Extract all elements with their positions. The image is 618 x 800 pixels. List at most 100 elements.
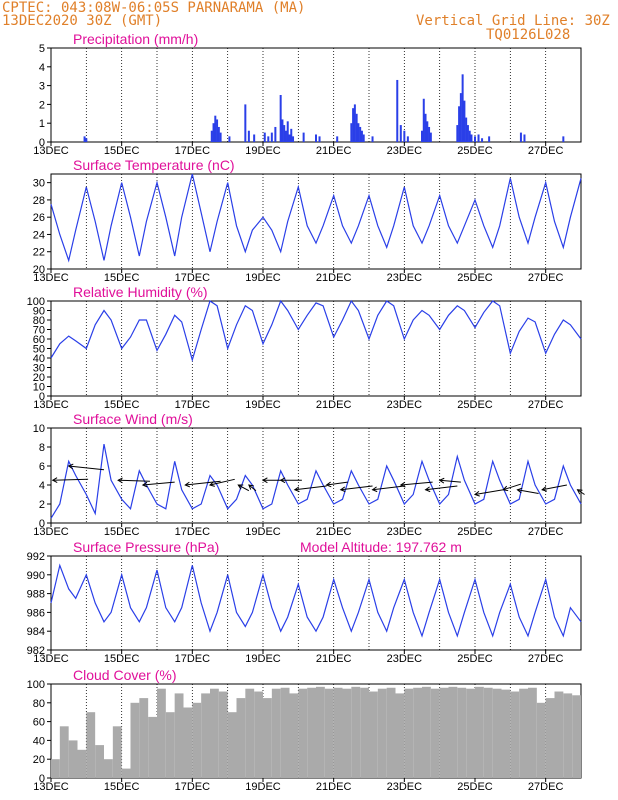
y-tick-label: 984 bbox=[27, 626, 45, 638]
precip-bar bbox=[421, 130, 423, 142]
wind-arrow bbox=[142, 481, 175, 486]
y-tick-label: 2 bbox=[39, 499, 45, 511]
panel-cloud-cover: 0 20 40 60 80 100 13DEC 15DEC 17DEC 19DEC 21DEC 23D… bbox=[27, 667, 582, 793]
wind-arrow-head bbox=[51, 477, 58, 483]
y-tick-label: 40 bbox=[33, 735, 45, 747]
precip-bar bbox=[318, 136, 321, 142]
cloud-bar bbox=[236, 698, 246, 778]
x-tick-label: 19DEC bbox=[245, 145, 281, 157]
precip-bar bbox=[465, 117, 468, 142]
y-tick-label: 0 bbox=[39, 391, 45, 403]
cloud-bar bbox=[104, 759, 113, 778]
y-tick-label: 990 bbox=[27, 570, 45, 582]
series-line bbox=[50, 173, 582, 263]
x-tick-label: 15DEC bbox=[104, 272, 140, 284]
y-tick-label: 4 bbox=[39, 480, 45, 492]
y-tick-label: 90 bbox=[33, 306, 45, 318]
precip-bar bbox=[406, 136, 409, 142]
y-tick-label: 8 bbox=[39, 442, 45, 454]
precip-bar bbox=[362, 134, 365, 142]
y-tick-label: 40 bbox=[33, 353, 45, 365]
precip-bar bbox=[519, 132, 522, 142]
precip-bar bbox=[216, 119, 219, 142]
panel-annotation: Model Altitude: 197.762 m bbox=[300, 539, 462, 555]
x-tick-label: 17DEC bbox=[175, 653, 211, 665]
header-code: TQ0126L028 bbox=[486, 27, 571, 43]
cloud-bar bbox=[563, 693, 573, 778]
x-tick-label: 17DEC bbox=[175, 399, 211, 411]
x-tick-label: 21DEC bbox=[316, 272, 352, 284]
cloud-bar bbox=[395, 693, 405, 778]
cloud-bar bbox=[263, 698, 272, 778]
x-tick-label: 13DEC bbox=[33, 399, 69, 411]
precip-bar bbox=[474, 136, 476, 142]
cloud-bar bbox=[165, 712, 175, 778]
y-tick-label: 992 bbox=[27, 551, 45, 563]
precip-bar bbox=[270, 132, 273, 142]
x-tick-label: 19DEC bbox=[245, 526, 281, 538]
precip-bar bbox=[302, 132, 305, 142]
y-tick-label: 0 bbox=[39, 518, 45, 530]
precip-bar bbox=[336, 136, 339, 142]
panel-title: Precipitation (mm/h) bbox=[73, 31, 198, 47]
cloud-bar bbox=[572, 695, 581, 778]
cloud-bar bbox=[227, 712, 237, 778]
precip-bar bbox=[253, 134, 256, 142]
x-tick-label: 25DEC bbox=[457, 781, 493, 793]
x-tick-label: 19DEC bbox=[245, 272, 281, 284]
precip-bar bbox=[422, 98, 425, 142]
cloud-bar bbox=[245, 688, 255, 778]
x-tick-label: 13DEC bbox=[33, 653, 69, 665]
precip-bar bbox=[461, 74, 464, 142]
y-tick-label: 0 bbox=[39, 137, 45, 149]
x-tick-label: 23DEC bbox=[387, 653, 423, 665]
y-tick-label: 6 bbox=[39, 461, 45, 473]
y-tick-label: 20 bbox=[33, 264, 45, 276]
x-tick-label: 13DEC bbox=[33, 272, 69, 284]
x-tick-label: 27DEC bbox=[528, 653, 564, 665]
y-tick-label: 4 bbox=[39, 62, 45, 74]
cloud-bar bbox=[342, 688, 352, 778]
cloud-bar bbox=[254, 691, 263, 778]
wind-arrow bbox=[326, 481, 348, 486]
cloud-bar bbox=[483, 687, 493, 778]
wind-arrow-head bbox=[117, 477, 123, 484]
cloud-bar bbox=[77, 749, 87, 778]
wind-arrow bbox=[209, 478, 235, 486]
cloud-bar bbox=[351, 686, 361, 778]
precip-bar bbox=[470, 134, 473, 142]
cloud-bar bbox=[501, 689, 511, 778]
precip-bar bbox=[288, 134, 291, 142]
y-tick-label: 100 bbox=[27, 679, 45, 691]
y-tick-label: 986 bbox=[27, 607, 45, 619]
panel-title: Surface Temperature (nC) bbox=[73, 157, 235, 173]
cloud-bar bbox=[289, 693, 299, 778]
wind-arrow-head bbox=[541, 486, 548, 492]
x-tick-label: 15DEC bbox=[104, 145, 140, 157]
wind-arrow-head bbox=[279, 477, 286, 484]
x-tick-label: 27DEC bbox=[528, 272, 564, 284]
cloud-bar bbox=[360, 687, 369, 778]
x-tick-label: 13DEC bbox=[33, 781, 69, 793]
cloud-bar bbox=[422, 686, 431, 778]
precip-bar bbox=[353, 104, 356, 142]
precip-bar bbox=[456, 125, 459, 142]
wind-arrow bbox=[294, 485, 327, 491]
precip-bar bbox=[267, 136, 270, 142]
wind-arrow bbox=[248, 484, 257, 492]
panel-surface-wind-m-s: 0 2 4 6 8 10 13DEC 15DEC 17DEC 19DEC 21DEC 23DEC 25D… bbox=[33, 411, 585, 538]
panel-surface-temperature-nc: 20 22 24 26 28 30 13DEC 15DEC 17DEC 19DEC 21DEC 23D… bbox=[33, 157, 582, 284]
precip-bar bbox=[359, 126, 362, 142]
cloud-bar bbox=[183, 707, 193, 778]
precip-bar bbox=[428, 126, 431, 142]
cloud-bar bbox=[130, 702, 140, 778]
x-tick-label: 13DEC bbox=[33, 526, 69, 538]
x-tick-label: 21DEC bbox=[316, 526, 352, 538]
x-tick-label: 19DEC bbox=[245, 399, 281, 411]
precip-bar bbox=[212, 123, 215, 142]
cloud-bar bbox=[112, 726, 122, 778]
panel-title: Relative Humidity (%) bbox=[73, 284, 208, 300]
series-line bbox=[50, 299, 582, 363]
wind-arrow-head bbox=[248, 484, 254, 490]
x-tick-label: 21DEC bbox=[316, 781, 352, 793]
